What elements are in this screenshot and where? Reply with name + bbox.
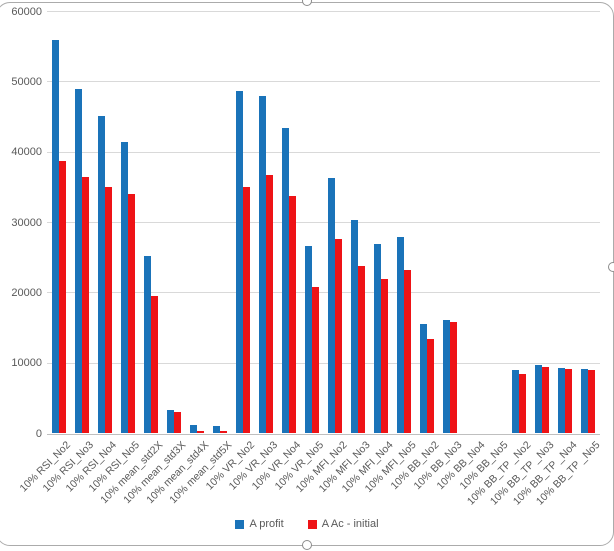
bar-ac-initial[interactable]: [450, 322, 458, 434]
bar-ac-initial[interactable]: [335, 239, 343, 434]
legend-label-ac-initial: A Ac - initial: [321, 518, 379, 530]
bar-ac-initial[interactable]: [127, 194, 135, 434]
legend-swatch-red-icon: [307, 519, 317, 529]
y-axis-tick-label: 20000: [11, 286, 42, 299]
y-axis-tick-label: 0: [35, 427, 42, 440]
bar-profit[interactable]: [535, 365, 543, 434]
bar-ac-initial[interactable]: [58, 161, 66, 434]
gridline: [47, 11, 600, 12]
legend-label-profit: A profit: [249, 518, 284, 530]
bar-ac-initial[interactable]: [150, 296, 158, 434]
gridline: [47, 151, 600, 153]
bar-profit[interactable]: [374, 243, 382, 434]
y-axis-tick-label: 40000: [11, 146, 42, 159]
bar-ac-initial[interactable]: [173, 411, 181, 434]
bar-profit[interactable]: [143, 256, 151, 434]
bar-profit[interactable]: [258, 95, 266, 434]
resize-handle-bottom[interactable]: [302, 540, 312, 550]
y-axis-tick-label: 30000: [11, 216, 42, 229]
gridline: [47, 81, 600, 83]
bar-ac-initial[interactable]: [565, 369, 573, 434]
resize-handle-top[interactable]: [302, 0, 312, 6]
bar-profit[interactable]: [166, 409, 174, 434]
bar-ac-initial[interactable]: [242, 186, 250, 434]
gridline: [47, 222, 600, 223]
bar-profit[interactable]: [443, 319, 451, 434]
bar-ac-initial[interactable]: [288, 196, 296, 434]
x-axis-line: [47, 433, 600, 435]
chart-legend[interactable]: A profit A Ac - initial: [0, 518, 614, 530]
bar-ac-initial[interactable]: [427, 339, 435, 434]
gridline: [47, 292, 600, 294]
bar-profit[interactable]: [558, 368, 566, 434]
legend-item-profit[interactable]: A profit: [235, 518, 284, 530]
bar-ac-initial[interactable]: [542, 367, 550, 434]
bar-ac-initial[interactable]: [265, 174, 273, 434]
gridline: [47, 362, 600, 364]
bar-profit[interactable]: [51, 39, 59, 434]
bar-profit[interactable]: [97, 116, 105, 434]
bar-profit[interactable]: [74, 88, 82, 434]
legend-item-ac-initial[interactable]: A Ac - initial: [307, 518, 379, 530]
legend-swatch-blue-icon: [235, 519, 245, 529]
bar-profit[interactable]: [397, 237, 405, 434]
bar-ac-initial[interactable]: [196, 430, 204, 434]
bar-ac-initial[interactable]: [311, 286, 319, 434]
bar-profit[interactable]: [235, 90, 243, 434]
bar-profit[interactable]: [304, 245, 312, 434]
bar-ac-initial[interactable]: [588, 370, 596, 434]
bar-profit[interactable]: [351, 219, 359, 434]
bar-ac-initial[interactable]: [358, 266, 366, 434]
bar-ac-initial[interactable]: [81, 177, 89, 434]
y-axis-tick-label: 10000: [11, 357, 42, 370]
bar-profit[interactable]: [581, 368, 589, 434]
bar-profit[interactable]: [328, 178, 336, 434]
bar-profit[interactable]: [120, 141, 128, 434]
bar-ac-initial[interactable]: [404, 269, 412, 434]
bar-profit[interactable]: [512, 370, 520, 434]
resize-handle-right[interactable]: [608, 262, 614, 272]
y-axis-tick-label: 50000: [11, 75, 42, 88]
bar-ac-initial[interactable]: [381, 279, 389, 434]
bar-ac-initial[interactable]: [219, 431, 227, 434]
y-axis-tick-label: 60000: [11, 5, 42, 18]
bar-profit[interactable]: [420, 324, 428, 434]
bar-ac-initial[interactable]: [104, 187, 112, 434]
bar-profit[interactable]: [189, 425, 197, 434]
bar-ac-initial[interactable]: [519, 373, 527, 434]
bar-profit[interactable]: [212, 426, 220, 434]
bar-profit[interactable]: [281, 128, 289, 434]
